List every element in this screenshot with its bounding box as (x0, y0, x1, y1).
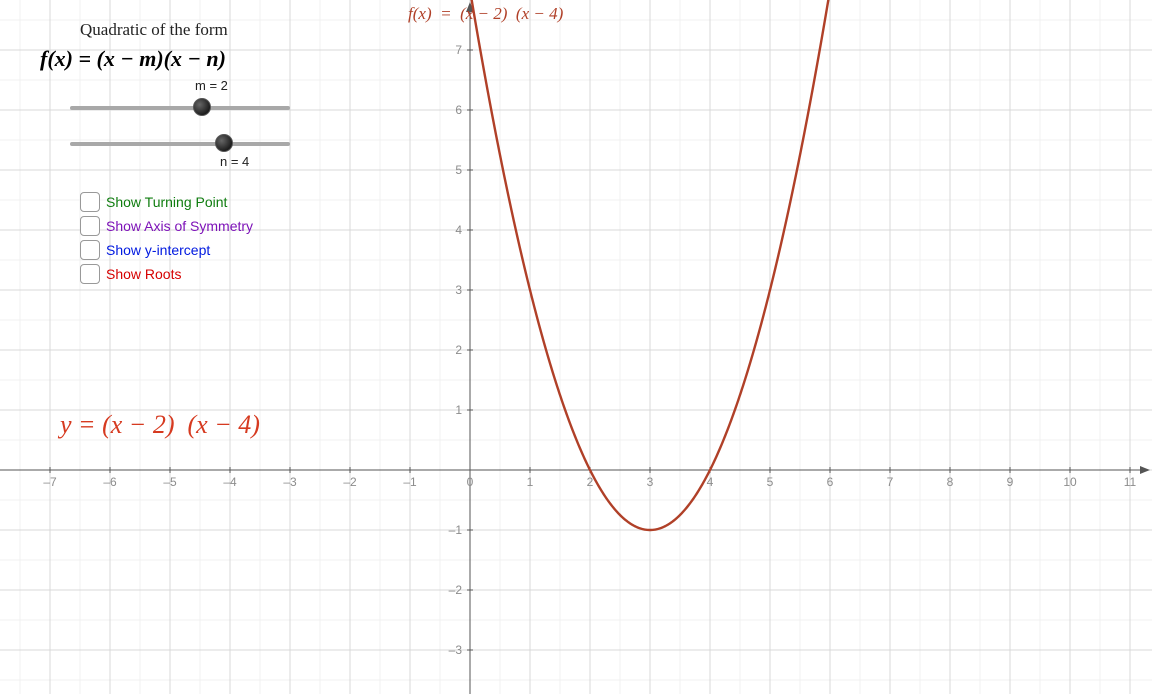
svg-text:0: 0 (467, 475, 474, 489)
svg-text:–1: –1 (403, 475, 417, 489)
svg-text:–3: –3 (283, 475, 297, 489)
svg-text:9: 9 (1007, 475, 1014, 489)
svg-text:4: 4 (455, 223, 462, 237)
checkbox-icon (80, 240, 100, 260)
check-label: Show Axis of Symmetry (106, 218, 253, 234)
slider-m-knob[interactable] (193, 98, 211, 116)
slider-n-label: n = 4 (220, 154, 249, 169)
control-panel: Quadratic of the form f(x) = (x − m)(x −… (40, 20, 360, 288)
svg-text:5: 5 (767, 475, 774, 489)
function-label-side: y = (x − 2) (x − 4) (60, 410, 260, 440)
svg-text:–3: –3 (449, 643, 463, 657)
svg-text:–2: –2 (449, 583, 463, 597)
svg-text:7: 7 (887, 475, 894, 489)
svg-text:6: 6 (455, 103, 462, 117)
svg-text:–5: –5 (163, 475, 177, 489)
slider-m[interactable] (70, 94, 310, 122)
slider-n-knob[interactable] (215, 134, 233, 152)
checkbox-group: Show Turning Point Show Axis of Symmetry… (80, 192, 360, 284)
svg-text:2: 2 (455, 343, 462, 357)
check-axis-symmetry[interactable]: Show Axis of Symmetry (80, 216, 360, 236)
function-label-top: f(x) = (x − 2) (x − 4) (408, 4, 563, 24)
checkbox-icon (80, 216, 100, 236)
svg-text:–4: –4 (223, 475, 237, 489)
svg-text:1: 1 (527, 475, 534, 489)
check-label: Show Roots (106, 266, 181, 282)
checkbox-icon (80, 192, 100, 212)
svg-text:3: 3 (647, 475, 654, 489)
svg-text:–2: –2 (343, 475, 357, 489)
svg-text:6: 6 (827, 475, 834, 489)
svg-text:8: 8 (947, 475, 954, 489)
checkbox-icon (80, 264, 100, 284)
slider-n[interactable] (70, 130, 310, 158)
slider-m-track (70, 106, 290, 110)
svg-text:–1: –1 (449, 523, 463, 537)
panel-formula: f(x) = (x − m)(x − n) (40, 46, 360, 72)
svg-text:10: 10 (1063, 475, 1077, 489)
slider-n-track (70, 142, 290, 146)
check-label: Show Turning Point (106, 194, 227, 210)
svg-text:11: 11 (1124, 475, 1137, 489)
check-turning-point[interactable]: Show Turning Point (80, 192, 360, 212)
svg-text:1: 1 (455, 403, 462, 417)
check-y-intercept[interactable]: Show y-intercept (80, 240, 360, 260)
svg-text:–7: –7 (43, 475, 57, 489)
svg-text:–6: –6 (103, 475, 117, 489)
check-label: Show y-intercept (106, 242, 210, 258)
svg-text:7: 7 (455, 43, 462, 57)
panel-title: Quadratic of the form (80, 20, 360, 40)
slider-m-label: m = 2 (195, 78, 228, 93)
svg-text:3: 3 (455, 283, 462, 297)
svg-text:4: 4 (707, 475, 714, 489)
svg-text:5: 5 (455, 163, 462, 177)
check-roots[interactable]: Show Roots (80, 264, 360, 284)
